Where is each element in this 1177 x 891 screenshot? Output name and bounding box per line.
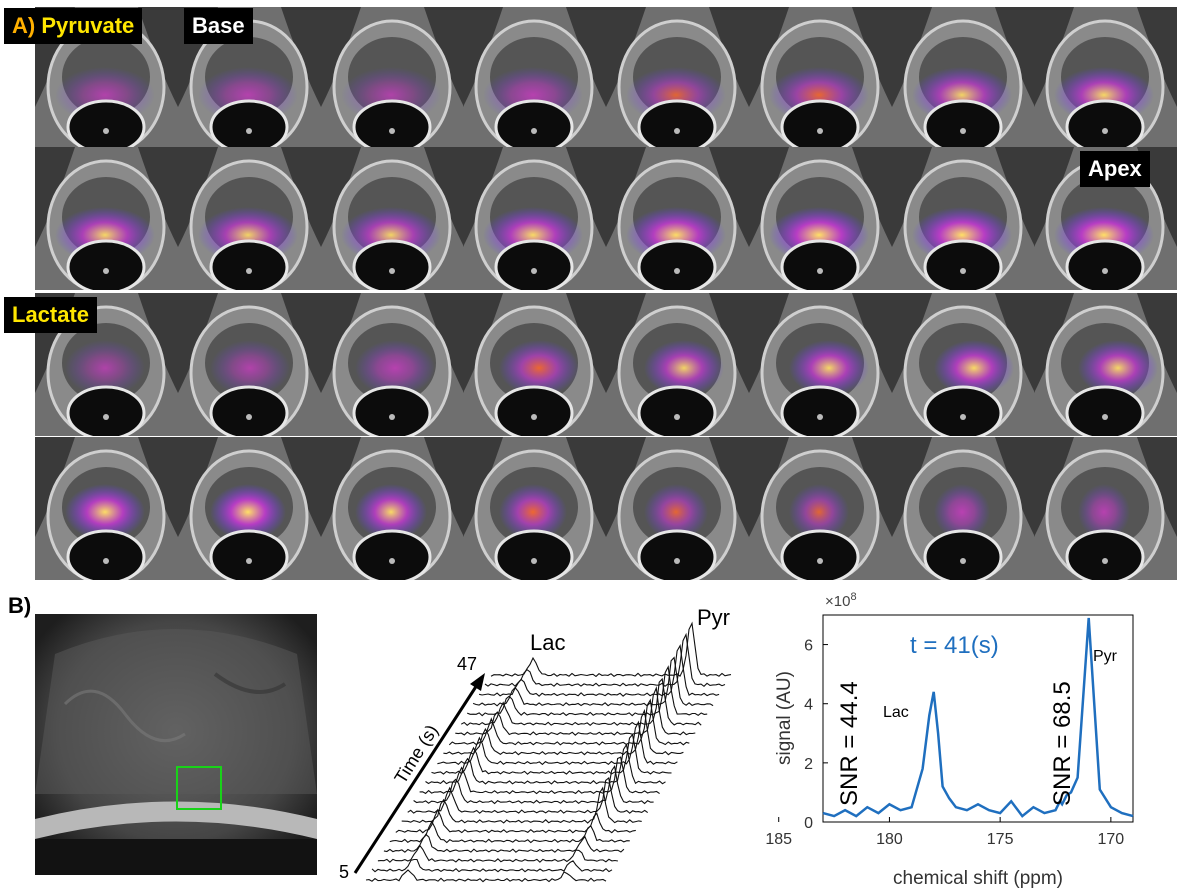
time-end: 47 bbox=[457, 654, 477, 674]
waterfall-trace bbox=[455, 686, 696, 736]
x-tick-label: 170 bbox=[1098, 831, 1125, 848]
time-annotation: t = 41(s) bbox=[910, 632, 999, 659]
pyruvate-slice-tile bbox=[606, 7, 749, 150]
panel-b-letter: B) bbox=[8, 593, 32, 618]
waterfall-trace bbox=[448, 698, 690, 746]
pyruvate-label: Pyruvate bbox=[41, 13, 135, 38]
waterfall-trace bbox=[395, 808, 636, 834]
lactate-slice-tile bbox=[177, 437, 321, 580]
waterfall-trace bbox=[371, 858, 613, 873]
lactate-slice-tile bbox=[891, 293, 1035, 436]
x-axis-label: chemical shift (ppm) bbox=[893, 868, 1063, 889]
lactate-slice-tile bbox=[463, 293, 607, 436]
pyruvate-slice-tile bbox=[320, 7, 464, 150]
waterfall-trace bbox=[407, 776, 649, 814]
lactate-row-1 bbox=[35, 293, 1177, 436]
spectrum-chart: 0 2 4 6 185 180 175 170 ×108 t = 41(s) SNR = 4… bbox=[765, 591, 1134, 889]
waterfall-trace bbox=[443, 708, 684, 756]
lactate-slice-tile bbox=[606, 293, 749, 436]
pyruvate-slice-tile bbox=[891, 7, 1035, 150]
multiplier-label: ×108 bbox=[825, 591, 857, 610]
waterfall-trace bbox=[413, 764, 654, 805]
lactate-slice-tile bbox=[1034, 437, 1177, 580]
waterfall-trace bbox=[383, 833, 625, 853]
y-tick-label: 4 bbox=[804, 697, 813, 714]
waterfall-trace bbox=[377, 844, 618, 863]
pyruvate-slice-tile bbox=[463, 147, 607, 290]
lactate-slice-tile bbox=[1034, 293, 1177, 436]
x-tick-label: 185 bbox=[765, 831, 792, 848]
pyruvate-slice-tile bbox=[748, 7, 892, 150]
lactate-slice-tile bbox=[748, 437, 892, 580]
pyruvate-slice-tile bbox=[463, 7, 607, 150]
waterfall-lines bbox=[365, 621, 732, 883]
pyruvate-row-2 bbox=[35, 147, 1177, 290]
pyr-snr: SNR = 68.5 bbox=[1049, 681, 1076, 806]
lactate-slice-tile bbox=[748, 293, 892, 436]
lac-label: Lac bbox=[530, 630, 565, 655]
y-tick-label: 2 bbox=[804, 756, 813, 773]
waterfall-trace bbox=[389, 820, 630, 844]
spectrum-line bbox=[822, 617, 1134, 818]
time-arrow bbox=[353, 684, 479, 874]
y-tick-label: 6 bbox=[804, 638, 813, 655]
spectra-waterfall: 5 47 Time (s) Lac Pyr bbox=[339, 605, 732, 883]
pyruvate-slice-tile bbox=[606, 147, 749, 290]
lactate-row-2 bbox=[35, 437, 1177, 580]
time-start: 5 bbox=[339, 862, 349, 882]
panel-a: A) Pyruvate Base Apex Lactate bbox=[4, 7, 1177, 580]
panel-a-letter: A) bbox=[12, 13, 36, 38]
pyr-label: Pyr bbox=[697, 605, 730, 630]
time-arrow-head bbox=[470, 673, 485, 691]
apex-label: Apex bbox=[1080, 151, 1150, 187]
lac-peak-label: Lac bbox=[883, 704, 909, 721]
anatomical-image bbox=[35, 614, 317, 875]
waterfall-trace bbox=[365, 869, 607, 883]
waterfall-trace bbox=[437, 720, 678, 766]
pyruvate-slice-tile bbox=[891, 147, 1035, 290]
base-label: Base bbox=[184, 8, 253, 44]
waterfall-trace bbox=[431, 733, 672, 775]
pyruvate-slice-tile bbox=[1034, 7, 1177, 150]
x-tick-label: 175 bbox=[987, 831, 1014, 848]
lactate-slice-tile bbox=[35, 437, 178, 580]
waterfall-trace bbox=[401, 786, 642, 824]
pyruvate-slice-tile bbox=[320, 147, 464, 290]
roi-box bbox=[176, 766, 222, 810]
y-axis-label: signal (AU) bbox=[774, 671, 795, 765]
lac-snr: SNR = 44.4 bbox=[836, 681, 863, 806]
lactate-slice-tile bbox=[463, 437, 607, 580]
waterfall-trace bbox=[472, 656, 714, 707]
waterfall-trace bbox=[484, 632, 726, 688]
lactate-slice-tile bbox=[320, 293, 464, 436]
lactate-slice-tile bbox=[606, 437, 749, 580]
waterfall-trace bbox=[425, 743, 666, 785]
lactate-label: Lactate bbox=[4, 297, 98, 333]
lactate-slice-tile bbox=[320, 437, 464, 580]
y-tick-label: 0 bbox=[804, 815, 813, 832]
pyruvate-slice-tile bbox=[177, 147, 321, 290]
waterfall-trace bbox=[490, 621, 732, 678]
pyruvate-slice-tile bbox=[35, 147, 178, 290]
waterfall-trace bbox=[466, 665, 708, 717]
lactate-slice-tile bbox=[177, 293, 321, 436]
pyruvate-slice-tile bbox=[748, 147, 892, 290]
pyruvate-label-box: A) Pyruvate bbox=[4, 8, 143, 44]
lactate-slice-tile bbox=[891, 437, 1035, 580]
pyr-peak-label: Pyr bbox=[1093, 648, 1118, 665]
waterfall-trace bbox=[460, 677, 702, 727]
x-tick-label: 180 bbox=[876, 831, 903, 848]
